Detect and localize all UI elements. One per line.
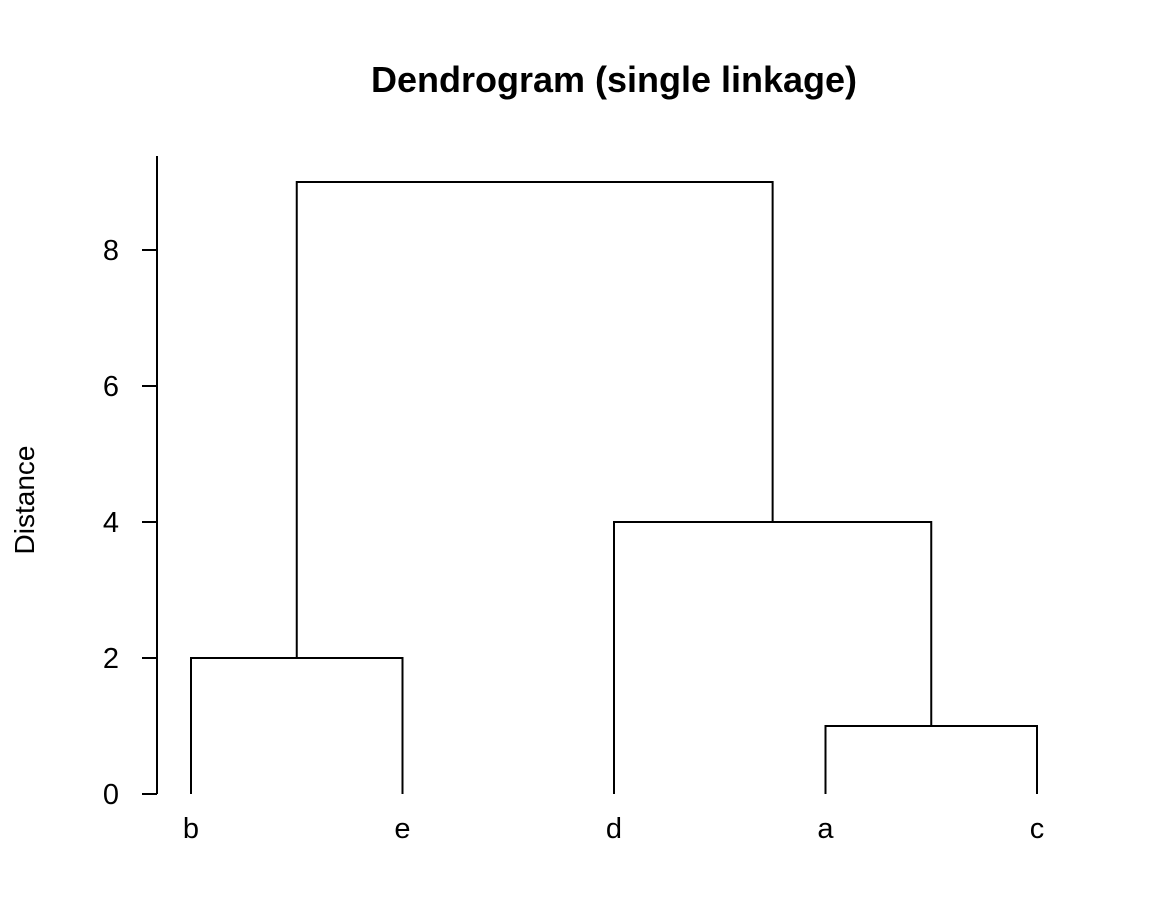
y-tick-label: 2 (103, 643, 119, 675)
merge-link-4 (295, 181, 774, 658)
y-axis-label: Distance (9, 446, 40, 555)
leaf-label-e: e (394, 813, 410, 845)
y-axis: 0 2 4 6 8 (103, 156, 158, 811)
merge-link-1 (824, 725, 1038, 794)
chart-title: Dendrogram (single linkage) (371, 59, 857, 100)
merge-link-3 (613, 521, 933, 794)
y-tick-label: 4 (103, 507, 119, 539)
y-tick-label: 8 (103, 235, 119, 267)
y-tick-label: 6 (103, 371, 119, 403)
leaf-label-c: c (1030, 813, 1045, 845)
leaf-label-d: d (606, 813, 622, 845)
leaf-label-a: a (817, 813, 834, 845)
merge-link-2 (190, 657, 404, 794)
y-tick-label: 0 (103, 779, 119, 811)
dendrogram-links (190, 181, 1038, 794)
leaf-label-b: b (183, 813, 199, 845)
